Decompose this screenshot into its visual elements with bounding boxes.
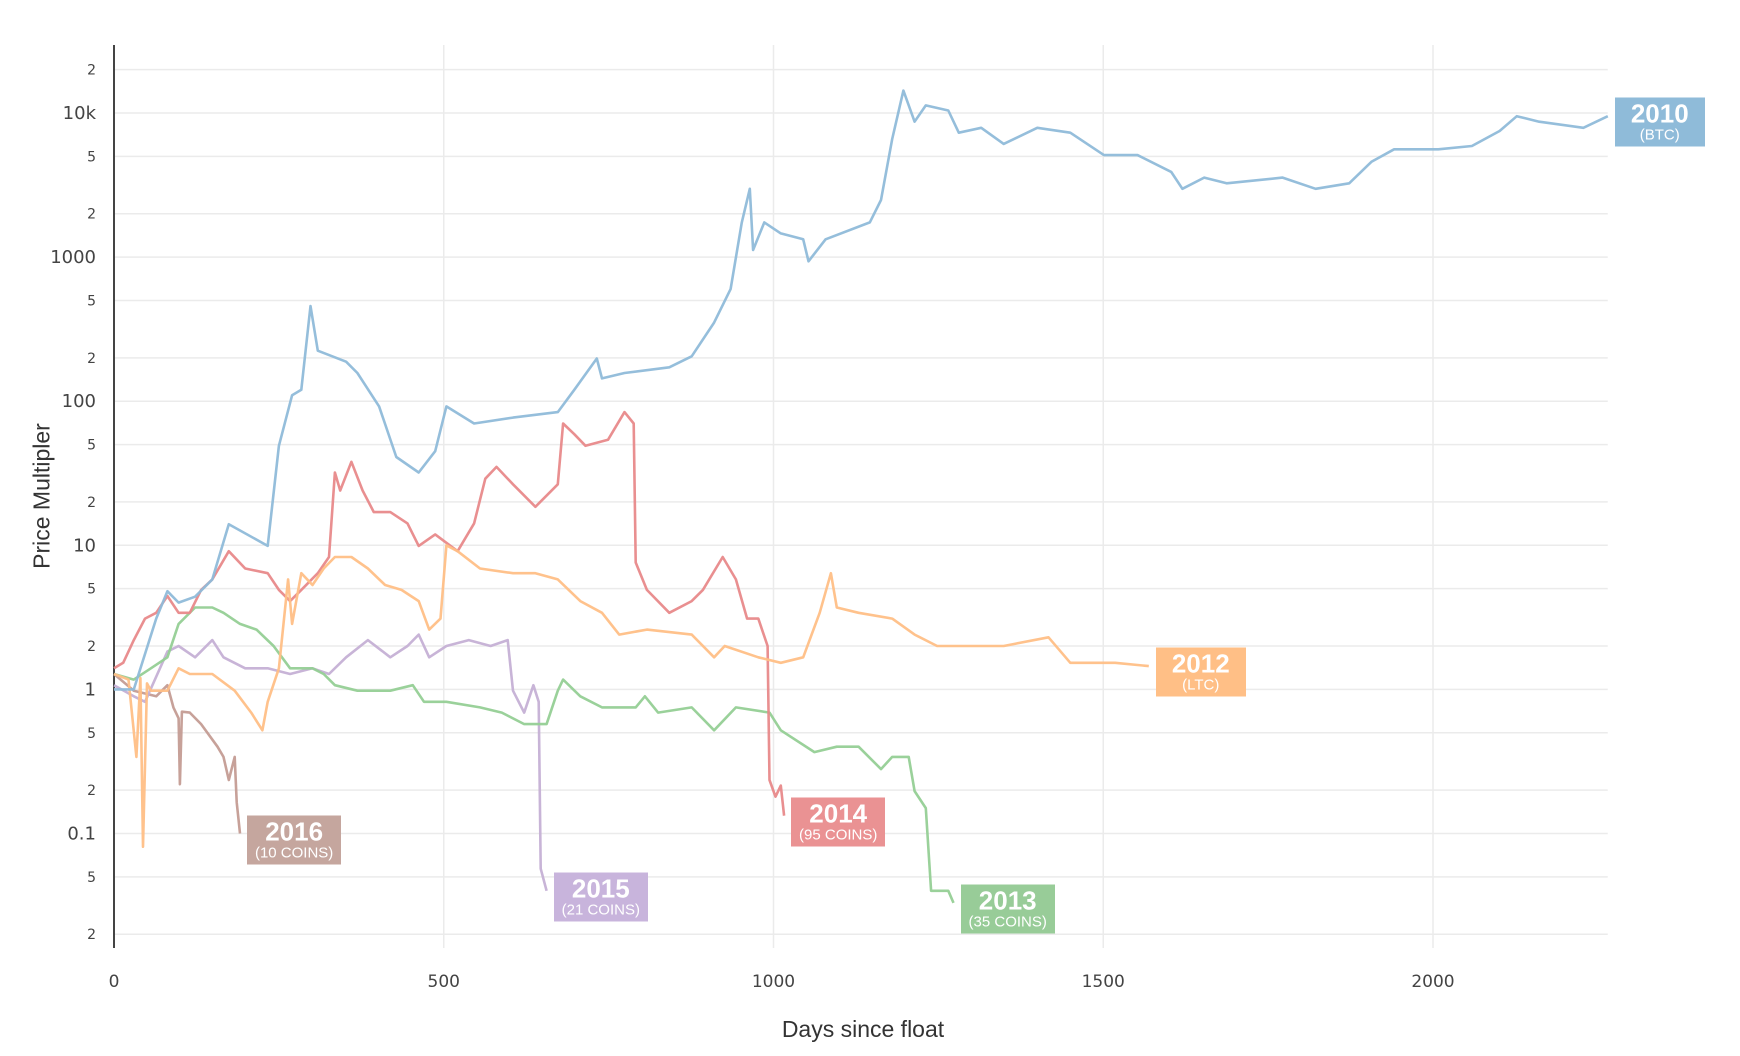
y-tick-label: 5 (87, 293, 96, 309)
series-line-2010 (114, 89, 1609, 691)
y-tick-label: 5 (87, 726, 96, 742)
y-tick-label: 2 (87, 783, 96, 799)
y-tick-label: 5 (87, 870, 96, 886)
series-label-2013: 2013 (35 COINS) (960, 884, 1055, 934)
x-tick-label: 2000 (1411, 972, 1454, 992)
series-label-year: 2012 (1171, 648, 1230, 679)
y-tick-label: 10 (73, 535, 96, 556)
series-label-sub: (BTC) (1639, 126, 1680, 144)
series-label-year: 2014 (809, 798, 868, 829)
y-tick-label: 1000 (50, 247, 96, 268)
series-label-2014: 2014 (95 COINS) (791, 797, 886, 847)
series-label-2015: 2015 (21 COINS) (553, 872, 648, 922)
y-tick-label: 1 (85, 679, 96, 700)
series-line-2013 (113, 606, 955, 904)
y-axis-title: Price Multipler (28, 423, 55, 569)
y-tick-label: 5 (87, 149, 96, 165)
y-tick-label: 5 (87, 582, 96, 598)
series-label-sub: (95 COINS) (799, 826, 878, 844)
x-tick-label: 1000 (752, 972, 795, 992)
y-tick-label: 2 (87, 639, 96, 655)
y-tick-label: 2 (87, 927, 96, 943)
series-line-2016 (113, 673, 242, 834)
y-tick-label: 5 (87, 438, 96, 454)
x-tick-label: 1500 (1082, 972, 1125, 992)
series-line-2015 (113, 633, 548, 892)
series-label-sub: (21 COINS) (561, 901, 640, 919)
series-label-sub: (35 COINS) (968, 913, 1047, 931)
series-label-2016: 2016 (10 COINS) (246, 815, 342, 864)
y-tick-label: 2 (87, 351, 96, 367)
series-label-year: 2013 (978, 885, 1037, 916)
series-label-year: 2010 (1630, 98, 1689, 129)
series-label-year: 2016 (265, 816, 324, 846)
y-tick-label: 10k (63, 103, 97, 124)
x-axis-title: Days since float (781, 1016, 945, 1042)
series-label-2012: 2012 (LTC) (1155, 647, 1246, 697)
series-line-2012 (113, 544, 1149, 848)
series-label-sub: (LTC) (1182, 676, 1220, 694)
y-tick-label: 2 (87, 63, 96, 79)
x-tick-label: 500 (428, 972, 460, 992)
series-label-year: 2015 (571, 873, 630, 904)
y-tick-label: 2 (87, 495, 96, 511)
y-tick-label: 0.1 (67, 824, 96, 845)
y-tick-label: 2 (87, 207, 96, 223)
series-line-2014 (113, 410, 786, 816)
series-label-sub: (10 COINS) (254, 844, 334, 861)
x-tick-label: 0 (109, 972, 120, 992)
series-label-2010: 2010 (BTC) (1614, 97, 1705, 147)
y-tick-label: 100 (62, 391, 96, 412)
